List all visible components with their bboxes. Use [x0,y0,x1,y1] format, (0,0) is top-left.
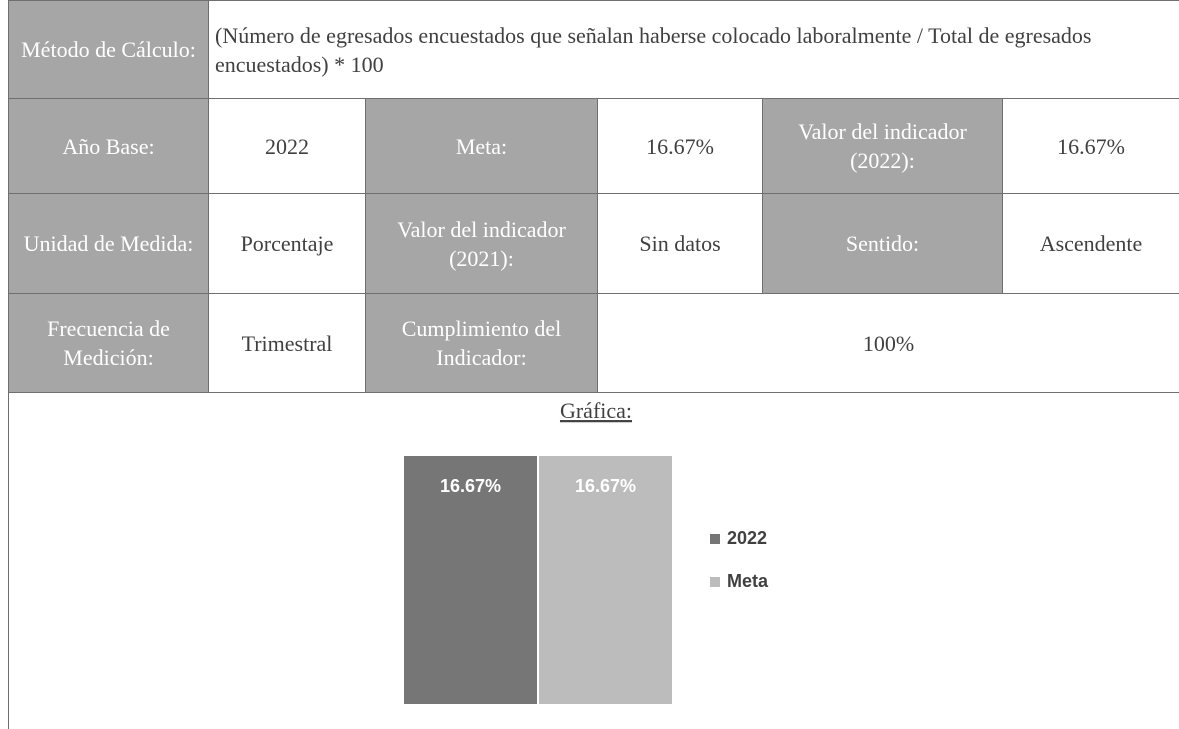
header-cell: Valor del indicador (2021): [365,193,598,294]
legend-label: Meta [727,571,769,591]
row: Método de Cálculo: (Número de egresados … [8,0,1179,99]
header-cell: Cumplimiento del Indicador: [365,293,598,393]
value-label: 16.67% [575,476,636,496]
header-cell: Año Base: [8,98,209,194]
bar [539,456,672,704]
cell: (Número de egresados encuestados que señ… [207,0,1179,99]
cell: Porcentaje [208,193,366,294]
header-cell: Valor del indicador (2022): [762,98,1003,194]
bar [404,456,537,704]
legend-swatch [710,534,720,544]
chart-title: Gráfica: [560,398,632,423]
cell: Trimestral [208,293,366,393]
cell: 16.67% [597,98,763,194]
indicator-table: Método de Cálculo: (Número de egresados … [8,0,1179,393]
header-cell: Unidad de Medida: [8,193,209,294]
cell: 2022 [208,98,366,194]
legend-label: 2022 [727,528,767,548]
row: Frecuencia de Medición: Trimestral Cumpl… [8,293,1179,393]
value-label: 16.67% [440,476,501,496]
cell: 100% [596,293,1179,393]
header-cell: Meta: [365,98,598,194]
chart: Gráfica: 16.67% 2022 16.67% Meta [8,392,769,729]
cell: Sin datos [597,193,763,294]
row: Año Base: 2022 Meta: 16.67% Valor del in… [8,98,1179,194]
cell: Ascendente [1001,193,1179,294]
header-cell: Frecuencia de Medición: [8,293,209,393]
legend-swatch [710,577,720,587]
row: Unidad de Medida: Porcentaje Valor del i… [8,193,1179,294]
header-cell: Método de Cálculo: [8,0,209,99]
cell: 16.67% [1001,98,1179,194]
header-cell: Sentido: [762,193,1003,294]
